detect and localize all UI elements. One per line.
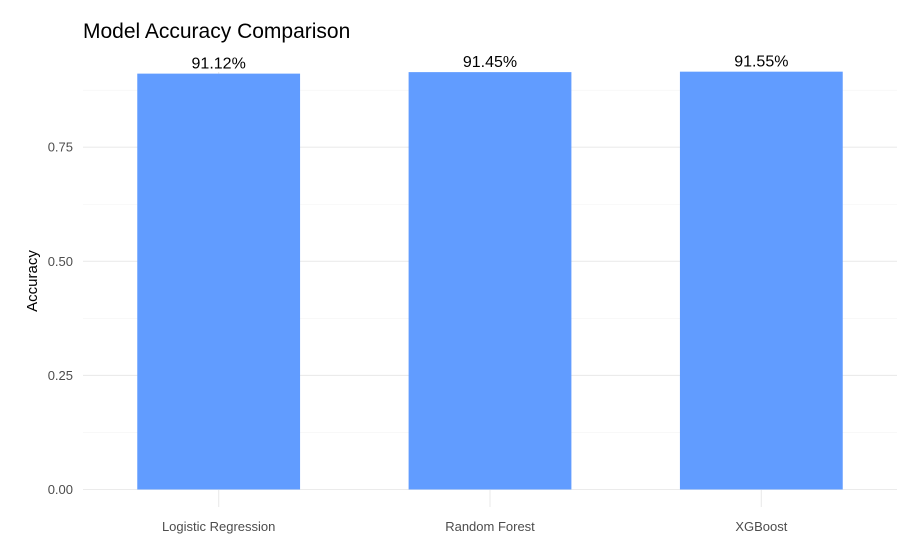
x-tick-labels: Logistic Regression Random Forest XGBoost: [162, 519, 788, 534]
x-tick-label: XGBoost: [735, 519, 787, 534]
data-label: 91.12%: [192, 56, 246, 73]
chart-title: Model Accuracy Comparison: [83, 20, 350, 43]
bars-layer: [137, 71, 843, 490]
y-tick-label: 0.75: [48, 140, 73, 155]
y-tick-labels: 0.00 0.25 0.50 0.75: [48, 140, 73, 497]
x-tick-label: Random Forest: [445, 519, 535, 534]
data-labels-layer: 91.12% 91.45% 91.55%: [192, 54, 789, 73]
data-label: 91.55%: [734, 54, 788, 71]
bar: [679, 71, 843, 490]
y-tick-label: 0.25: [48, 368, 73, 383]
bar: [137, 73, 301, 490]
y-axis-title: Accuracy: [24, 250, 41, 312]
data-label: 91.45%: [463, 54, 517, 71]
x-tick-label: Logistic Regression: [162, 519, 275, 534]
bar: [408, 72, 572, 490]
y-tick-label: 0.50: [48, 254, 73, 269]
y-tick-label: 0.00: [48, 482, 73, 497]
